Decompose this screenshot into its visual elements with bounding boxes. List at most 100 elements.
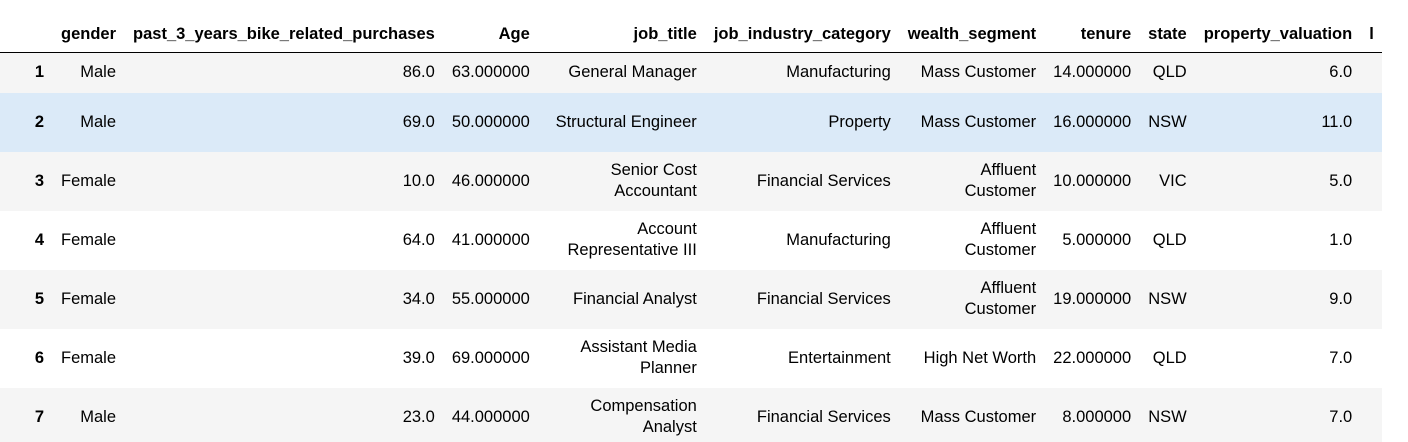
cell-age: 44.000000 [451, 407, 530, 426]
cell-wealth-segment: Mass Customer [920, 112, 1037, 131]
cell-industry: Property [828, 112, 891, 131]
table-row: 2 Male 69.0 50.000000 Structural Enginee… [0, 92, 1383, 152]
cell-job-title: Financial Analyst [572, 289, 697, 308]
row-index: 3 [34, 171, 44, 190]
row-index: 2 [34, 112, 44, 131]
column-header-gender: gender [52, 16, 125, 53]
column-header-property-valuation: property_valuation [1195, 16, 1361, 53]
column-header-index [0, 16, 53, 53]
cell-industry: Manufacturing [786, 230, 891, 249]
cell-gender: Female [61, 171, 117, 190]
cell-state: NSW [1148, 407, 1187, 426]
column-header-job-industry-category: job_industry_category [705, 16, 900, 53]
cell-gender: Female [61, 230, 117, 249]
cell-property-valuation: 9.0 [1329, 289, 1353, 308]
table-header: gender past_3_years_bike_related_purchas… [0, 16, 1383, 53]
cell-gender: Female [61, 289, 117, 308]
cell-industry: Entertainment [788, 348, 891, 367]
row-index: 5 [34, 289, 44, 308]
cell-truncated [1361, 152, 1383, 211]
cell-wealth-segment: Affluent Customer [964, 161, 1037, 200]
column-header-wealth-segment: wealth_segment [899, 16, 1045, 53]
cell-age: 46.000000 [451, 171, 530, 190]
cell-gender: Male [80, 407, 117, 426]
cell-truncated [1361, 329, 1383, 388]
cell-purchases: 69.0 [402, 112, 435, 131]
cell-purchases: 86.0 [402, 63, 435, 82]
row-index: 6 [34, 348, 44, 367]
cell-truncated [1361, 211, 1383, 270]
cell-purchases: 23.0 [402, 407, 435, 426]
cell-gender: Female [61, 348, 117, 367]
cell-job-title: Assistant Media Planner [580, 338, 697, 377]
table-row: 7 Male 23.0 44.000000 Compensation Analy… [0, 387, 1383, 442]
cell-job-title: Compensation Analyst [590, 397, 697, 436]
cell-state: QLD [1152, 230, 1187, 249]
cell-state: VIC [1159, 171, 1187, 190]
cell-industry: Financial Services [756, 171, 891, 190]
column-header-age: Age [443, 16, 539, 53]
table-row: 5 Female 34.0 55.000000 Financial Analys… [0, 269, 1383, 329]
cell-tenure: 14.000000 [1053, 63, 1132, 82]
cell-property-valuation: 6.0 [1329, 63, 1353, 82]
cell-wealth-segment: High Net Worth [923, 348, 1037, 367]
cell-age: 50.000000 [451, 112, 530, 131]
cell-property-valuation: 7.0 [1329, 348, 1353, 367]
cell-job-title: Senior Cost Accountant [610, 161, 697, 200]
cell-industry: Financial Services [756, 407, 891, 426]
cell-industry: Financial Services [756, 289, 891, 308]
cell-wealth-segment: Mass Customer [920, 407, 1037, 426]
cell-tenure: 5.000000 [1062, 230, 1132, 249]
cell-purchases: 10.0 [402, 171, 435, 190]
table-body: 1 Male 86.0 63.000000 General Manager Ma… [0, 52, 1383, 442]
table-row: 3 Female 10.0 46.000000 Senior Cost Acco… [0, 151, 1383, 211]
column-header-tenure: tenure [1044, 16, 1140, 53]
cell-wealth-segment: Affluent Customer [964, 220, 1037, 259]
cell-property-valuation: 7.0 [1329, 407, 1353, 426]
table-row: 4 Female 64.0 41.000000 Account Represen… [0, 210, 1383, 270]
cell-age: 63.000000 [451, 63, 530, 82]
cell-gender: Male [80, 63, 117, 82]
cell-property-valuation: 11.0 [1321, 112, 1353, 131]
cell-job-title: Structural Engineer [555, 112, 697, 131]
header-row: gender past_3_years_bike_related_purchas… [0, 16, 1383, 53]
cell-state: NSW [1148, 289, 1187, 308]
cell-age: 41.000000 [451, 230, 530, 249]
cell-wealth-segment: Affluent Customer [964, 279, 1037, 318]
cell-truncated [1361, 270, 1383, 329]
cell-tenure: 10.000000 [1053, 171, 1132, 190]
table-row: 6 Female 39.0 69.000000 Assistant Media … [0, 328, 1383, 388]
table-row: 1 Male 86.0 63.000000 General Manager Ma… [0, 52, 1383, 93]
cell-state: NSW [1148, 112, 1187, 131]
cell-tenure: 19.000000 [1053, 289, 1132, 308]
row-index: 1 [34, 63, 44, 82]
row-index: 7 [34, 407, 44, 426]
cell-property-valuation: 1.0 [1329, 230, 1353, 249]
cell-truncated [1361, 53, 1383, 93]
cell-age: 69.000000 [451, 348, 530, 367]
cell-truncated [1361, 93, 1383, 152]
cell-purchases: 34.0 [402, 289, 435, 308]
cell-purchases: 39.0 [402, 348, 435, 367]
cell-gender: Male [80, 112, 117, 131]
cell-tenure: 16.000000 [1053, 112, 1132, 131]
cell-tenure: 22.000000 [1053, 348, 1132, 367]
row-index: 4 [34, 230, 44, 249]
cell-purchases: 64.0 [402, 230, 435, 249]
cell-wealth-segment: Mass Customer [920, 63, 1037, 82]
column-header-past-3-years-bike-related-purchases: past_3_years_bike_related_purchases [124, 16, 444, 53]
column-header-job-title: job_title [538, 16, 706, 53]
cell-job-title: Account Representative III [567, 220, 697, 259]
cell-state: QLD [1152, 63, 1187, 82]
column-header-state: state [1139, 16, 1196, 53]
cell-tenure: 8.000000 [1062, 407, 1132, 426]
column-header-truncated: l [1360, 16, 1383, 53]
cell-age: 55.000000 [451, 289, 530, 308]
cell-job-title: General Manager [568, 63, 697, 82]
cell-property-valuation: 5.0 [1329, 171, 1353, 190]
dataframe-table: gender past_3_years_bike_related_purchas… [0, 16, 1383, 442]
cell-state: QLD [1152, 348, 1187, 367]
cell-industry: Manufacturing [786, 63, 891, 82]
cell-truncated [1361, 388, 1383, 442]
